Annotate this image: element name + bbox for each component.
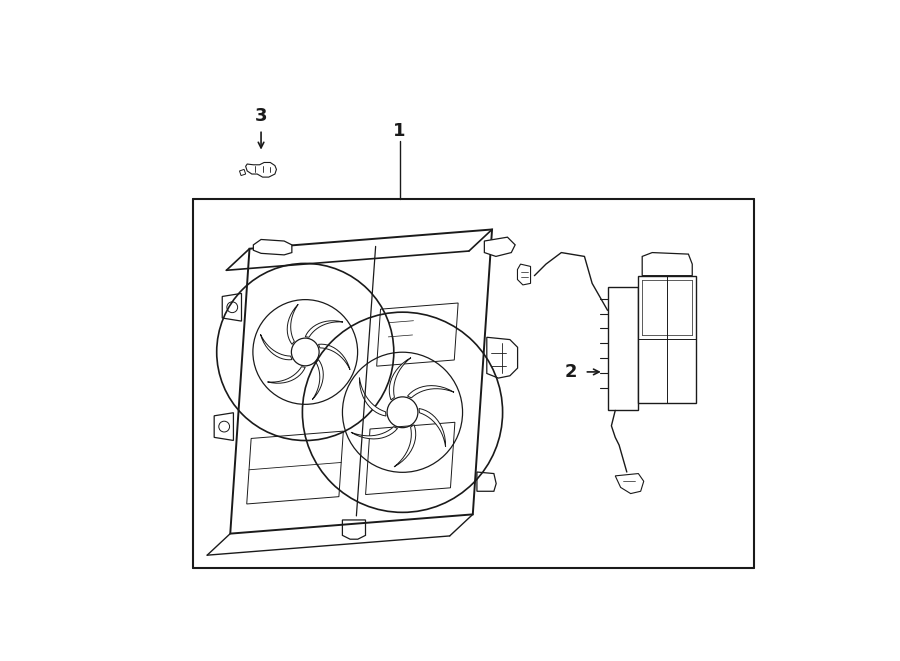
- Text: 1: 1: [393, 122, 406, 140]
- Polygon shape: [254, 239, 292, 255]
- Polygon shape: [319, 344, 350, 369]
- Polygon shape: [267, 367, 305, 383]
- Polygon shape: [608, 288, 638, 410]
- Polygon shape: [419, 408, 446, 447]
- Polygon shape: [365, 422, 454, 494]
- Polygon shape: [377, 303, 458, 366]
- Polygon shape: [408, 385, 454, 398]
- Polygon shape: [518, 264, 530, 285]
- Polygon shape: [390, 358, 411, 400]
- Polygon shape: [394, 425, 416, 467]
- Polygon shape: [616, 473, 644, 494]
- Polygon shape: [312, 360, 323, 400]
- Polygon shape: [287, 304, 298, 344]
- Text: 2: 2: [565, 363, 578, 381]
- Polygon shape: [638, 276, 696, 403]
- Polygon shape: [359, 377, 386, 416]
- Polygon shape: [230, 229, 492, 533]
- Polygon shape: [305, 321, 343, 337]
- Text: 3: 3: [255, 106, 267, 124]
- Polygon shape: [484, 237, 515, 256]
- Polygon shape: [643, 253, 692, 276]
- Polygon shape: [247, 431, 343, 504]
- Polygon shape: [351, 427, 398, 439]
- Polygon shape: [260, 334, 292, 360]
